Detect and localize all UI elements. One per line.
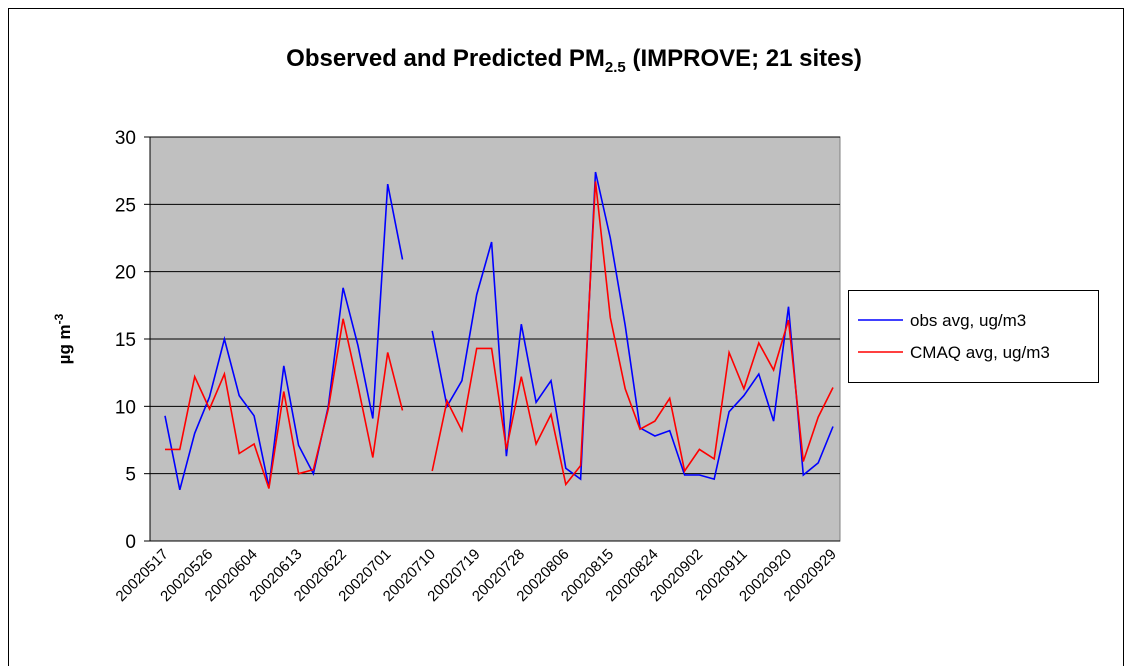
y-tick-label: 25 <box>115 195 136 216</box>
y-tick-label: 15 <box>115 330 136 351</box>
series-line <box>165 181 834 489</box>
y-tick-label: 20 <box>115 263 136 284</box>
chart-title: Observed and Predicted PM2.5 (IMPROVE; 2… <box>286 45 862 76</box>
y-tick-label: 10 <box>115 397 136 418</box>
legend: obs avg, ug/m3 CMAQ avg, ug/m3 <box>848 290 1099 383</box>
y-label-superscript: -3 <box>52 313 66 324</box>
title-suffix: (IMPROVE; 21 sites) <box>626 45 862 72</box>
title-main: Observed and Predicted PM <box>286 45 605 72</box>
y-axis-label: µg m-3 <box>52 313 74 364</box>
legend-box <box>848 290 1099 383</box>
y-label-main: µg m <box>55 324 74 364</box>
y-tick-label: 30 <box>115 128 136 149</box>
y-tick-label: 5 <box>125 465 136 486</box>
title-subscript: 2.5 <box>605 59 626 76</box>
legend-label: CMAQ avg, ug/m3 <box>910 343 1050 362</box>
legend-label: obs avg, ug/m3 <box>910 311 1026 330</box>
plot-area: 0510152025302002051720020526200206042002… <box>113 128 841 605</box>
y-tick-label: 0 <box>125 532 136 553</box>
series-line <box>164 171 834 491</box>
